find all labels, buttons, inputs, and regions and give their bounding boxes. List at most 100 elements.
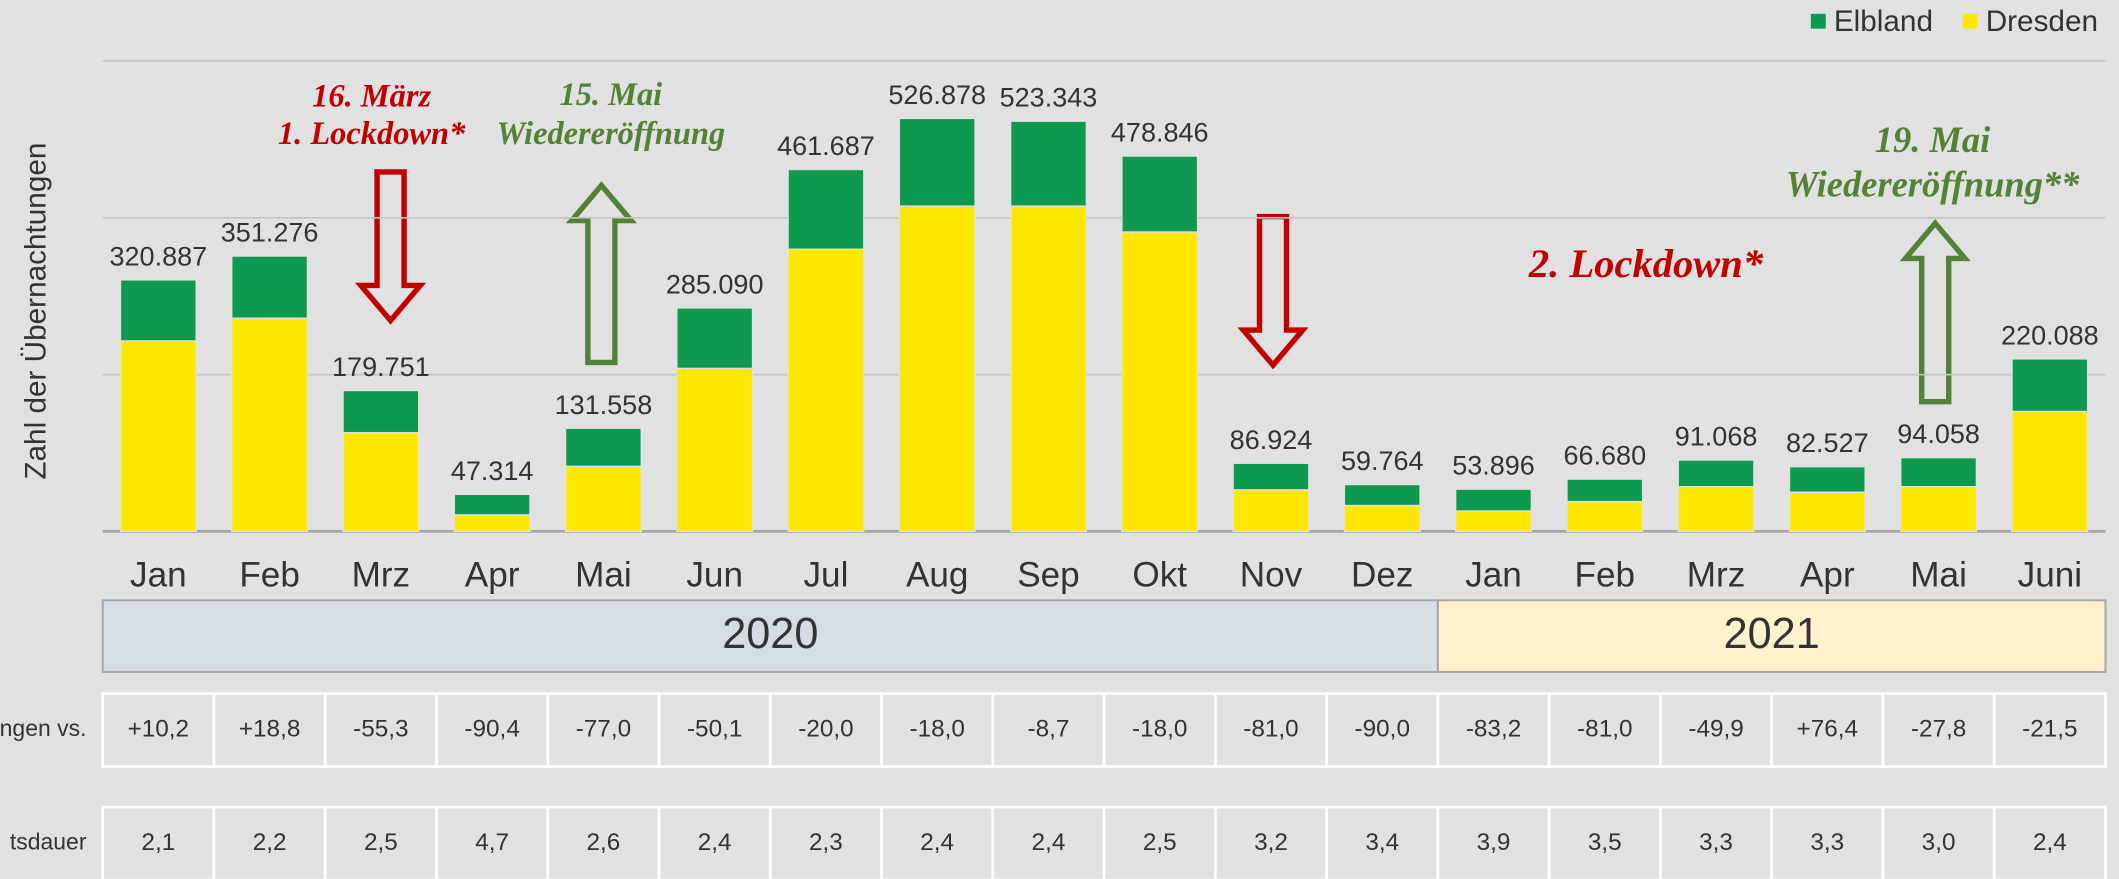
x-tick-label: Mrz (352, 556, 411, 595)
table-cell (101, 805, 216, 879)
bar-segment (787, 248, 865, 533)
table-cell (1992, 805, 2107, 879)
x-tick-label: Feb (1575, 556, 1636, 595)
bar-segment (1343, 483, 1421, 507)
x-tick-label: Feb (239, 556, 300, 595)
total-label: 461.687 (777, 131, 875, 161)
annotation: 16. März (312, 78, 431, 114)
table-cell (1102, 692, 1217, 768)
total-label: 91.068 (1675, 422, 1758, 452)
bar-segment (1009, 205, 1087, 533)
legend-swatch (1962, 13, 1978, 29)
annotation: Wiedereröffnung (496, 116, 725, 152)
cell-value: 2,3 (809, 829, 843, 856)
cell-value: 3,4 (1365, 829, 1399, 856)
table-cell (1547, 692, 1662, 768)
cell-value: 2,5 (364, 829, 398, 856)
total-label: 478.846 (1111, 118, 1209, 148)
bar-segment (787, 168, 865, 250)
table-cell (323, 692, 438, 768)
legend-label: Elbland (1834, 5, 1933, 38)
annotation: 2. Lockdown* (1528, 241, 1764, 286)
bar-segment (1121, 155, 1199, 233)
x-tick-label: Jul (803, 556, 848, 595)
legend-swatch (1810, 13, 1826, 29)
bar-segment (1677, 459, 1755, 488)
table-cell (435, 805, 550, 879)
table-cell (1214, 692, 1328, 768)
table-cell (1659, 805, 1774, 879)
total-label: 526.878 (888, 80, 986, 110)
x-tick-label: Sep (1017, 556, 1080, 595)
total-label: 131.558 (555, 390, 653, 420)
table-cell (768, 805, 883, 879)
x-tick-label: Mrz (1687, 556, 1746, 595)
table-cell (1881, 692, 1996, 768)
total-label: 86.924 (1230, 425, 1313, 455)
cell-value: -81,0 (1577, 715, 1632, 742)
x-tick-label: Jun (686, 556, 743, 595)
cell-value: +18,8 (239, 715, 301, 742)
cell-value: 3,2 (1254, 829, 1288, 856)
bar-segment (342, 431, 420, 533)
cell-value: 2,4 (1032, 829, 1066, 856)
cell-value: 2,4 (698, 829, 732, 856)
cell-value: -21,5 (2022, 715, 2077, 742)
x-tick-label: Jan (1465, 556, 1522, 595)
table-cell (435, 692, 550, 768)
bar-segment (1566, 478, 1644, 503)
table-cell (323, 805, 438, 879)
year-label: 2021 (1724, 610, 1820, 658)
total-label: 53.896 (1452, 451, 1535, 481)
bar-segment (453, 514, 531, 533)
arrow-down (354, 169, 427, 325)
cell-value: -81,0 (1243, 715, 1298, 742)
x-tick-label: Dez (1351, 556, 1413, 595)
cell-value: 2,2 (253, 829, 287, 856)
bar-segment (1343, 504, 1421, 533)
cell-value: -90,4 (464, 715, 519, 742)
cell-value: -50,1 (687, 715, 742, 742)
cell-value: +76,4 (1797, 715, 1859, 742)
cell-value: -90,0 (1355, 715, 1410, 742)
cell-value: -27,8 (1911, 715, 1966, 742)
row-label: ngen vs. (0, 715, 86, 741)
cell-value: -8,7 (1028, 715, 1070, 742)
table-cell (1992, 692, 2107, 768)
table-cell (1770, 692, 1885, 768)
bar-segment (564, 427, 642, 468)
cell-value: -83,2 (1466, 715, 1521, 742)
cell-value: 3,5 (1588, 829, 1622, 856)
bar-segment (676, 307, 754, 370)
annotation: Wiedereröffnung** (1786, 164, 2081, 205)
table-cell (1325, 692, 1440, 768)
bar-segment (231, 255, 309, 319)
table-cell (212, 805, 327, 879)
x-tick-label: Mai (575, 556, 632, 595)
arrow-down (1237, 213, 1309, 370)
table-cell (1659, 692, 1774, 768)
total-label: 59.764 (1341, 446, 1424, 476)
bar-segment (676, 367, 754, 533)
bar-segment (231, 317, 309, 533)
bar-segment (1232, 489, 1310, 533)
bar-segment (1566, 500, 1644, 533)
bar-segment (1121, 231, 1199, 533)
annotation: 15. Mai (559, 77, 662, 113)
cell-value: 3,0 (1922, 829, 1956, 856)
table-cell (991, 692, 1106, 768)
bar-segment (1788, 491, 1866, 533)
cell-value: -18,0 (1132, 715, 1187, 742)
table-cell (768, 692, 883, 768)
bar-segment (1232, 462, 1310, 491)
bar-segment (898, 205, 976, 533)
cell-value: -20,0 (798, 715, 853, 742)
table-cell (212, 692, 327, 768)
bar-segment (342, 389, 420, 434)
cell-value: 2,5 (1143, 829, 1177, 856)
y-axis-label: Zahl der Übernachtungen (20, 143, 53, 480)
cell-value: -18,0 (909, 715, 964, 742)
table-cell (991, 805, 1106, 879)
x-tick-label: Okt (1132, 556, 1187, 595)
